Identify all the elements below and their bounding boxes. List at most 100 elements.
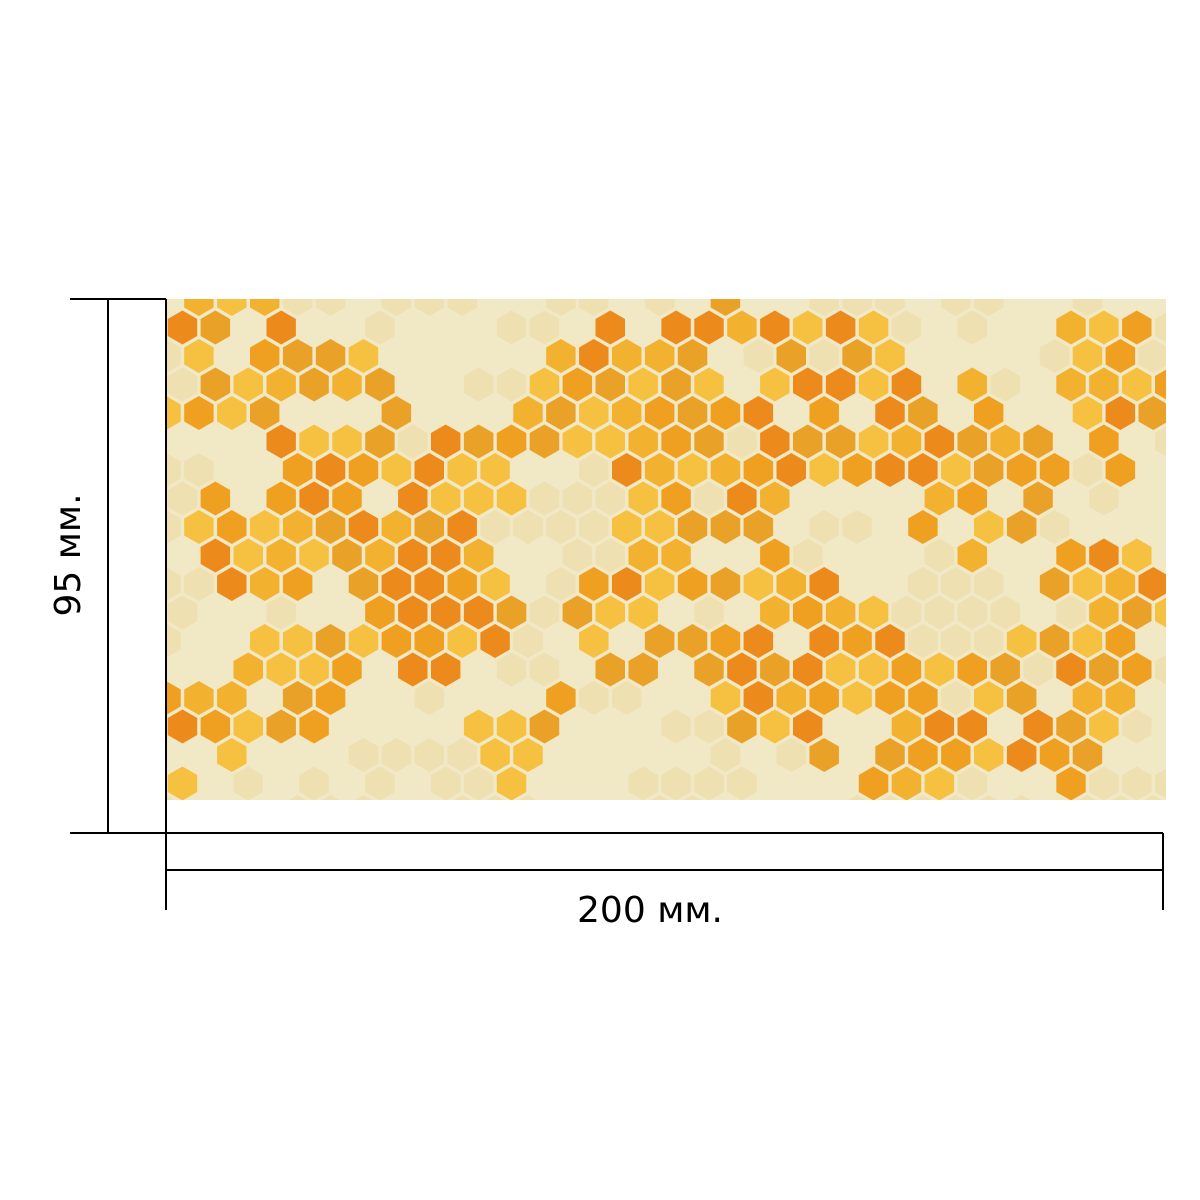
- hexagon: [1122, 595, 1152, 630]
- hexagon: [677, 453, 708, 487]
- hexagon: [217, 396, 247, 430]
- hexagon: [463, 367, 494, 402]
- hexagon: [809, 681, 839, 715]
- hexagon: [612, 567, 642, 601]
- hexagon: [562, 595, 593, 630]
- hexagon: [299, 367, 329, 402]
- hexagon: [166, 795, 175, 800]
- hexagon: [1056, 652, 1086, 687]
- hexagon: [447, 738, 477, 772]
- hexagon: [974, 567, 1004, 601]
- hexagon: [1144, 795, 1162, 800]
- hexagon: [579, 624, 609, 658]
- hexagon: [595, 424, 625, 459]
- hexagon: [348, 453, 379, 487]
- hexagon: [431, 766, 461, 800]
- hexagon: [447, 567, 477, 601]
- hexagon: [1122, 310, 1152, 345]
- hexagon: [266, 424, 296, 459]
- hexagon: [497, 824, 527, 858]
- hexagon: [957, 709, 987, 744]
- hexagon: [1122, 367, 1152, 402]
- hexagon: [1039, 510, 1070, 544]
- hexagon: [184, 681, 214, 715]
- hexagon: [200, 709, 231, 744]
- hexagon: [546, 510, 576, 544]
- hexagon: [644, 396, 675, 430]
- hexagon: [776, 339, 806, 373]
- hexagon: [612, 453, 642, 487]
- hexagon: [529, 367, 560, 402]
- hexagon: [217, 738, 247, 772]
- hexagon: [513, 510, 543, 544]
- hexagon: [644, 453, 675, 487]
- hexagon: [743, 681, 774, 715]
- hexagon: [891, 766, 922, 800]
- hexagon: [381, 453, 412, 487]
- hexagon: [924, 652, 955, 687]
- hexagon: [1072, 624, 1103, 658]
- hexagon: [365, 310, 395, 345]
- hexagon: [957, 538, 987, 573]
- hexagon: [1023, 652, 1053, 687]
- hexagon: [315, 339, 346, 373]
- hexagon: [924, 766, 955, 800]
- hexagon: [760, 310, 790, 345]
- hexagon: [661, 481, 691, 516]
- hexagon: [398, 595, 428, 630]
- hexagon: [677, 396, 708, 430]
- hexagon: [809, 510, 839, 544]
- hexagon: [250, 567, 280, 601]
- hexagon: [381, 396, 412, 430]
- hexagon: [546, 567, 576, 601]
- hexagon: [858, 766, 889, 800]
- hexagon: [250, 339, 280, 373]
- hexagon: [529, 595, 560, 630]
- hexagon: [661, 824, 690, 858]
- hexagon: [348, 567, 379, 601]
- hexagon: [513, 738, 543, 772]
- hexagon: [776, 738, 806, 772]
- hexagon: [365, 766, 395, 800]
- hexagon: [299, 652, 329, 687]
- hexagon: [974, 396, 1004, 430]
- hexagon: [628, 424, 658, 459]
- hexagon: [348, 624, 379, 658]
- hexagon: [974, 453, 1004, 487]
- hexagon: [908, 396, 938, 430]
- hexagon: [925, 824, 955, 858]
- hexagon: [1006, 453, 1037, 487]
- hexagon: [776, 453, 806, 487]
- hexagon: [629, 824, 658, 858]
- hexagon: [980, 795, 998, 800]
- hexagon: [447, 624, 477, 658]
- hexagon: [166, 339, 181, 373]
- hexagon: [167, 367, 198, 402]
- hexagon: [644, 567, 675, 601]
- hexagon: [463, 595, 494, 630]
- hexagon: [1072, 738, 1103, 772]
- hexagon: [546, 339, 576, 373]
- hexagon: [530, 824, 560, 858]
- hexagon: [957, 310, 987, 345]
- hexagon: [1105, 453, 1136, 487]
- hexagon: [288, 795, 307, 800]
- hexagon: [315, 681, 346, 715]
- hexagon: [381, 567, 412, 601]
- hexagon: [743, 396, 774, 430]
- hexagon: [1072, 396, 1103, 430]
- hexagon: [365, 424, 395, 459]
- hexagon: [234, 824, 264, 858]
- hexagon: [332, 424, 362, 459]
- hexagon: [348, 738, 379, 772]
- hexagon: [891, 310, 922, 345]
- hexagon: [941, 624, 971, 658]
- hexagon: [250, 396, 280, 430]
- hexagon: [908, 738, 938, 772]
- hexagon: [595, 367, 625, 402]
- hexagon: [957, 652, 987, 687]
- hexagon: [315, 453, 346, 487]
- hexagon: [947, 795, 965, 800]
- hexagon: [463, 709, 494, 744]
- hexagon: [348, 339, 379, 373]
